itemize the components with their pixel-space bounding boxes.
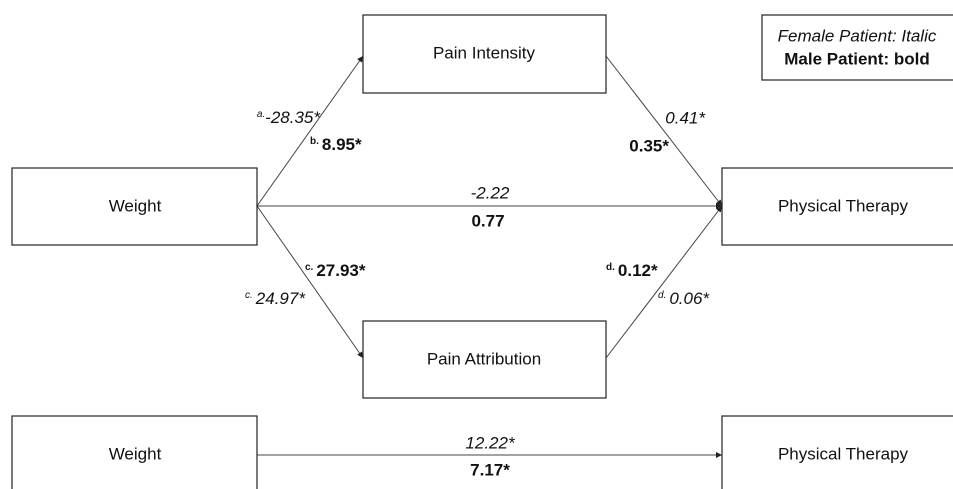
coef-female: 24.97* <box>255 289 307 308</box>
node-box <box>721 415 953 489</box>
legend-box <box>761 14 953 81</box>
node-label: Weight <box>109 196 162 215</box>
edge-label: c. 24.97* <box>245 289 306 308</box>
legend-female: Female Patient: Italic <box>778 26 937 45</box>
edge <box>256 55 364 207</box>
node-label: Weight <box>109 444 162 463</box>
legend-male: Male Patient: bold <box>784 49 929 68</box>
coef-female: 12.22* <box>465 433 516 452</box>
coef-female: -28.35* <box>265 108 321 127</box>
coef-male: 0.35* <box>629 136 669 155</box>
node-box <box>11 415 258 489</box>
coef-male: 7.17* <box>470 460 510 479</box>
coef-male: 27.93* <box>316 261 366 280</box>
coef-female: -2.22 <box>471 183 510 202</box>
tag: a. <box>257 109 265 120</box>
node-label: Pain Intensity <box>433 43 536 62</box>
coef-male: 0.12* <box>618 261 658 280</box>
tag: d. <box>658 290 666 301</box>
tag: d. <box>606 262 615 273</box>
coef-female: 0.41* <box>665 108 706 127</box>
tag: c. <box>305 262 314 273</box>
edge-label: a.-28.35* <box>257 108 322 127</box>
edge-label: d. 0.12* <box>606 261 658 280</box>
coef-male: 8.95* <box>322 135 362 154</box>
node-box <box>362 320 607 399</box>
coef-male: 0.77 <box>471 211 504 230</box>
edge-label: c. 27.93* <box>305 261 366 280</box>
edge-label: b. 8.95* <box>310 135 362 154</box>
node-box <box>362 14 607 94</box>
tag: b. <box>310 136 319 147</box>
node-label: Pain Attribution <box>427 349 541 368</box>
node-box <box>721 167 953 246</box>
node-label: Physical Therapy <box>778 444 909 463</box>
node-label: Physical Therapy <box>778 196 909 215</box>
coef-female: 0.06* <box>669 289 710 308</box>
edge-label: d. 0.06* <box>658 289 710 308</box>
edge <box>605 205 723 359</box>
tag: c. <box>245 290 253 301</box>
node-box <box>11 167 258 246</box>
edge <box>605 55 723 207</box>
edge <box>256 205 364 359</box>
